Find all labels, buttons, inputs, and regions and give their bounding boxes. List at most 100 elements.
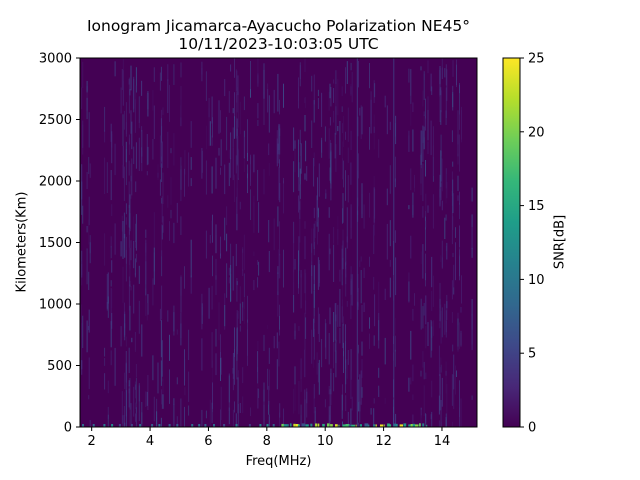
noise-streak [441,240,443,268]
ground-echo-mark [289,423,292,427]
noise-streak [440,255,442,263]
noise-streak [346,61,348,84]
noise-streak [226,233,228,252]
ground-echo-mark [393,423,397,427]
noise-streak [346,236,348,249]
noise-streak [131,158,133,196]
noise-streak [299,129,301,145]
noise-streak [283,249,284,288]
noise-streak [298,284,299,294]
noise-streak [444,303,446,335]
noise-streak [420,66,422,71]
noise-streak [159,179,161,196]
noise-streak [106,162,108,193]
noise-streak [232,256,234,291]
noise-streak [347,175,349,203]
noise-streak [128,229,130,235]
noise-streak [328,91,330,111]
noise-streak [263,404,265,427]
noise-streak [425,253,426,287]
noise-streak [173,420,175,427]
noise-streak [228,375,230,403]
noise-streak [440,410,442,422]
noise-streak [104,373,106,390]
noise-streak [373,408,375,427]
noise-streak [378,389,380,397]
noise-streak [457,195,459,201]
noise-streak [184,387,186,396]
noise-streak [152,90,154,111]
noise-streak [230,157,232,178]
noise-streak [153,396,155,422]
noise-streak [359,374,361,412]
ground-echo-mark [380,424,383,427]
noise-streak [361,359,363,378]
noise-streak [337,304,339,327]
ground-echo-mark [373,424,376,427]
noise-streak [218,147,220,156]
noise-streak [133,76,135,109]
noise-streak [141,80,143,96]
noise-streak [445,174,447,204]
noise-streak [159,72,161,91]
noise-streak [237,75,239,95]
noise-streak [153,105,155,139]
noise-streak [242,396,244,414]
noise-streak [211,332,213,368]
colorbar [502,57,521,428]
noise-streak [445,110,447,125]
noise-streak [268,369,270,391]
noise-streak [88,309,90,333]
noise-streak [170,148,172,154]
noise-streak [131,337,133,343]
noise-streak [215,258,217,295]
noise-streak [328,207,330,218]
ground-echo-mark [272,424,275,427]
noise-streak [333,227,335,244]
noise-streak [220,358,221,381]
noise-streak [230,132,232,160]
noise-streak [257,372,259,388]
noise-streak [389,165,391,194]
ground-echo-mark [287,424,289,427]
noise-streak [425,414,427,424]
noise-streak [461,275,462,304]
noise-streak [176,377,178,385]
noise-streak [357,116,359,137]
noise-streak [452,92,454,108]
noise-streak [330,150,332,185]
noise-streak [378,313,380,349]
noise-streak [341,106,343,112]
noise-streak [145,242,147,280]
noise-streak [333,244,335,282]
noise-streak [351,274,353,306]
noise-streak [239,101,241,135]
noise-streak [347,350,349,365]
chart-subtitle: 10/11/2023-10:03:05 UTC [178,35,379,53]
noise-streak [161,225,163,240]
noise-streak [135,214,137,251]
noise-streak [205,160,207,195]
noise-streak [279,403,281,418]
noise-streak [215,275,217,280]
ground-echo-mark [82,424,84,427]
noise-streak [123,212,125,239]
noise-streak [107,380,109,394]
noise-streak [235,117,237,139]
noise-streak [176,202,178,223]
noise-streak [384,95,386,108]
noise-streak [457,346,459,352]
noise-streak [89,420,91,427]
noise-streak [273,89,275,114]
noise-streak [328,385,330,395]
noise-streak [209,399,211,427]
noise-streak [471,395,473,400]
noise-streak [294,382,296,411]
noise-streak [250,189,251,220]
noise-streak [335,303,337,322]
noise-streak [373,224,375,254]
noise-streak [81,87,83,110]
chart-title: Ionogram Jicamarca-Ayacucho Polarization… [86,17,471,35]
noise-streak [300,370,302,392]
